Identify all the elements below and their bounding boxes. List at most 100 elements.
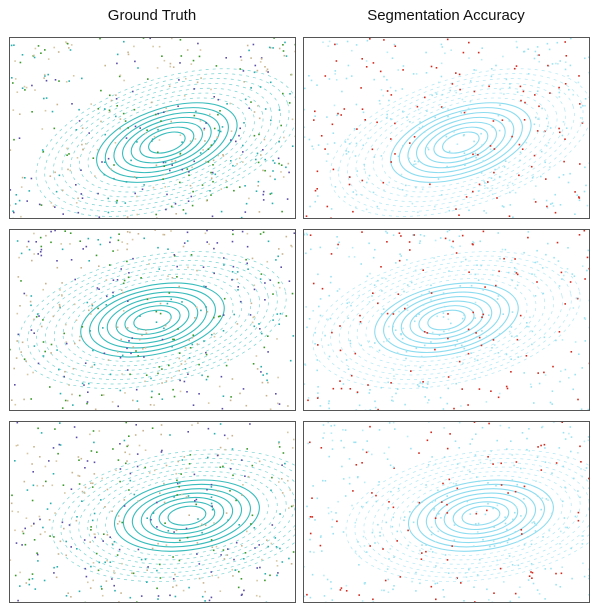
point: [293, 438, 295, 441]
point: [33, 345, 36, 347]
point: [564, 486, 566, 489]
point: [523, 119, 526, 121]
point: [292, 551, 295, 553]
point: [132, 572, 135, 575]
point: [253, 284, 256, 287]
point: [516, 335, 518, 337]
point: [37, 45, 40, 47]
point: [559, 586, 562, 588]
point: [528, 575, 531, 577]
point: [58, 368, 60, 371]
point: [456, 487, 459, 490]
point: [535, 524, 538, 526]
point: [499, 542, 501, 544]
point: [394, 122, 396, 125]
point: [43, 579, 46, 582]
point: [423, 235, 426, 237]
point: [543, 130, 545, 133]
point: [313, 551, 315, 554]
point: [261, 558, 263, 561]
point: [73, 303, 76, 306]
point: [14, 460, 16, 462]
point: [51, 110, 54, 113]
point: [172, 388, 174, 391]
point: [434, 91, 437, 94]
point: [321, 550, 323, 552]
scan-ring: [372, 462, 590, 569]
point: [175, 584, 178, 587]
point: [330, 587, 333, 590]
point: [16, 340, 18, 342]
point: [214, 173, 217, 176]
point: [314, 200, 316, 203]
point: [264, 579, 266, 582]
point: [383, 39, 385, 41]
point: [366, 39, 369, 42]
point: [418, 501, 421, 504]
point: [515, 40, 518, 43]
point: [208, 243, 210, 245]
point: [210, 496, 213, 498]
point: [317, 195, 319, 197]
point: [181, 459, 184, 461]
point: [511, 279, 513, 282]
point: [348, 458, 351, 460]
scan-ring: [96, 471, 278, 561]
scan-ring: [87, 466, 287, 565]
point: [516, 338, 519, 341]
point: [100, 585, 102, 588]
point: [202, 582, 205, 584]
point: [210, 502, 213, 505]
point: [359, 321, 362, 323]
point: [158, 139, 161, 141]
point: [464, 340, 466, 343]
point: [462, 51, 465, 54]
point: [365, 451, 368, 454]
point: [498, 166, 500, 169]
point: [270, 489, 272, 492]
point: [409, 121, 411, 123]
point: [414, 270, 417, 272]
point: [444, 52, 446, 55]
point: [495, 484, 497, 487]
point: [383, 452, 386, 454]
point: [232, 474, 234, 477]
point: [280, 164, 283, 166]
point: [267, 381, 269, 384]
point: [210, 144, 213, 146]
point: [435, 93, 438, 95]
point: [429, 183, 431, 186]
point: [320, 535, 322, 537]
point: [322, 41, 324, 44]
point: [164, 324, 167, 327]
point: [314, 115, 316, 117]
point: [65, 41, 67, 43]
point: [196, 269, 198, 272]
point: [221, 126, 224, 128]
point: [419, 240, 421, 242]
point: [146, 581, 148, 583]
point: [213, 316, 215, 319]
point: [19, 571, 21, 574]
point: [109, 241, 111, 244]
point: [418, 242, 421, 244]
point: [435, 598, 437, 601]
point: [508, 120, 511, 122]
point: [272, 293, 274, 295]
point: [364, 119, 366, 121]
point: [515, 65, 518, 67]
point: [98, 561, 101, 564]
point: [354, 550, 357, 553]
point: [354, 155, 357, 157]
point: [204, 600, 206, 602]
point: [374, 248, 376, 251]
point: [83, 384, 85, 386]
point: [223, 297, 226, 300]
point: [582, 535, 584, 537]
point: [418, 385, 420, 388]
point: [528, 450, 531, 452]
point: [127, 300, 129, 302]
point: [179, 390, 182, 393]
point: [262, 190, 265, 193]
point: [331, 599, 334, 601]
